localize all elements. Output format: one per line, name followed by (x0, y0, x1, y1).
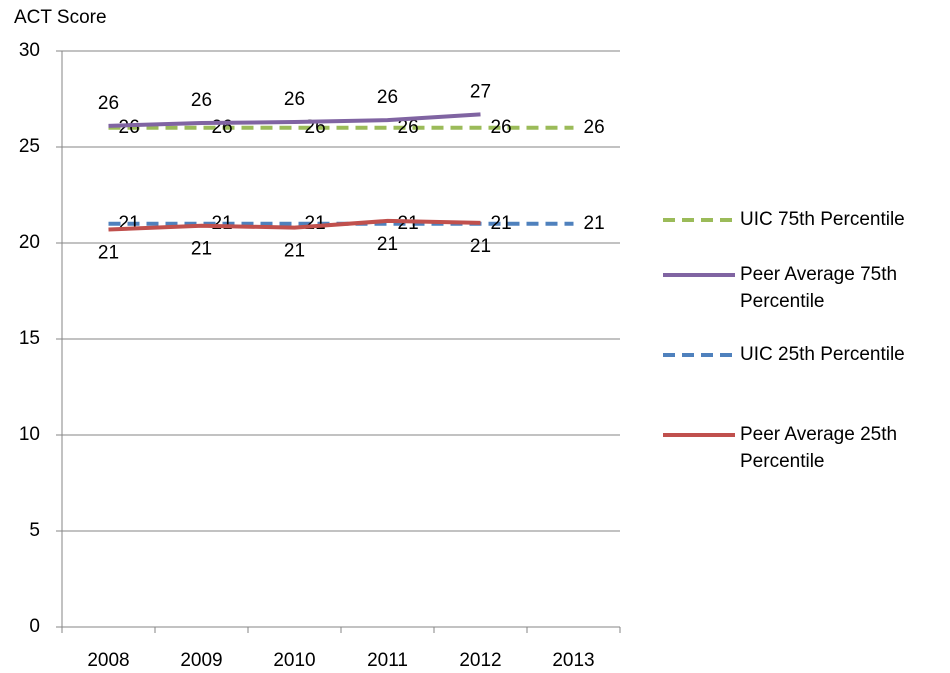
x-tick-label: 2010 (273, 650, 315, 671)
y-tick-label: 0 (29, 616, 40, 637)
data-label: 21 (305, 213, 326, 234)
data-label: 26 (491, 117, 512, 138)
data-label: 26 (398, 117, 419, 138)
data-label: 21 (212, 213, 233, 234)
y-tick-label: 30 (19, 40, 40, 61)
x-tick-label: 2009 (180, 650, 222, 671)
data-label: 26 (377, 87, 398, 108)
y-axis-label: ACT Score (14, 7, 107, 28)
data-label: 21 (491, 213, 512, 234)
data-label: 21 (98, 243, 119, 264)
y-tick-label: 5 (29, 520, 40, 541)
data-label: 21 (377, 234, 398, 255)
data-label: 21 (584, 213, 605, 234)
data-label: 26 (212, 117, 233, 138)
x-tick-label: 2008 (87, 650, 129, 671)
data-label: 26 (119, 117, 140, 138)
data-label: 26 (584, 117, 605, 138)
y-tick-label: 15 (19, 328, 40, 349)
data-label: 26 (98, 93, 119, 114)
series-line (108, 112, 481, 128)
data-label: 21 (470, 236, 491, 257)
legend-label: UIC 75th Percentile (740, 209, 905, 230)
data-label: 27 (470, 81, 491, 102)
legend-label: Peer Average 75th Percentile (740, 264, 898, 312)
series-line (108, 218, 481, 232)
y-tick-label: 10 (19, 424, 40, 445)
x-tick-label: 2012 (459, 650, 501, 671)
data-label: 21 (284, 241, 305, 262)
x-tick-label: 2011 (367, 650, 408, 671)
x-tick-label: 2013 (552, 650, 594, 671)
legend-label: UIC 25th Percentile (740, 344, 905, 365)
data-label: 26 (191, 90, 212, 111)
y-tick-label: 20 (19, 232, 40, 253)
y-tick-label: 25 (19, 136, 40, 157)
data-label: 26 (284, 89, 305, 110)
data-label: 21 (191, 239, 212, 260)
legend-label: Peer Average 25th Percentile (740, 424, 898, 472)
